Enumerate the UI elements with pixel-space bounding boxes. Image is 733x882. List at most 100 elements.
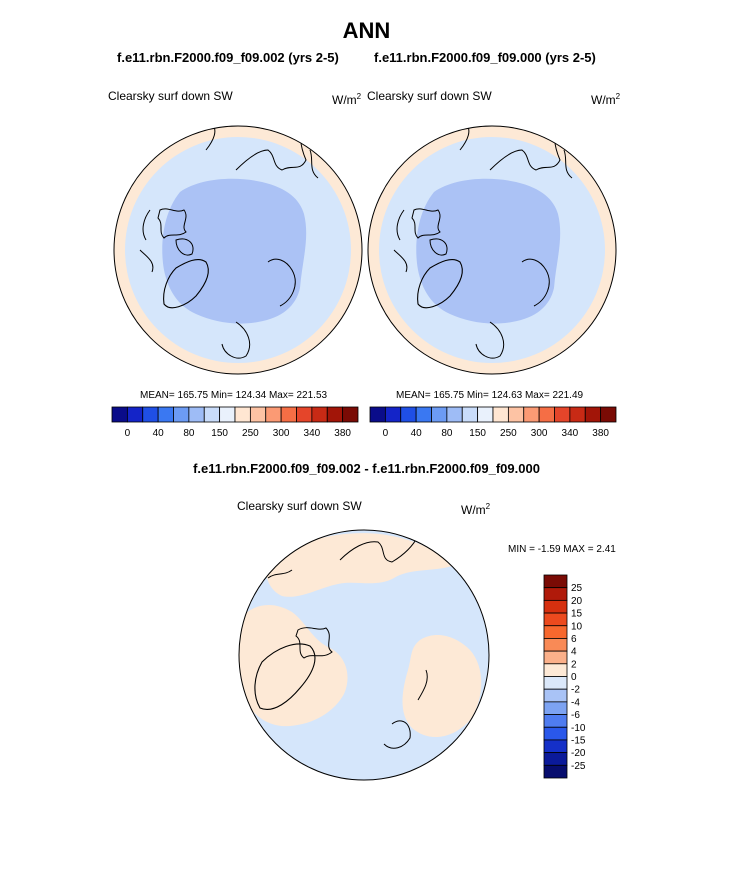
- map3-colorbar-tick-label: -2: [571, 685, 580, 696]
- map2-colorbar-swatch: [584, 406, 602, 423]
- map1-variable: Clearsky surf down SW: [108, 89, 233, 103]
- map3-colorbar-swatch: [543, 663, 568, 677]
- map2-stats: MEAN= 165.75 Min= 124.63 Max= 221.49: [396, 390, 584, 401]
- map1-colorbar-tick-label: 300: [273, 428, 290, 439]
- map2-colorbar-swatch: [431, 406, 448, 423]
- map2-arctic-region: [416, 178, 561, 324]
- map3-colorbar-swatch: [543, 726, 568, 741]
- map2-units-exp: 2: [615, 92, 621, 101]
- map3-coastline-scandinavia: [383, 669, 428, 749]
- map3-units-base: W/m: [461, 503, 486, 517]
- map1-units-base: W/m: [332, 93, 357, 107]
- map3: [238, 529, 490, 781]
- map1-colorbar-swatch: [111, 406, 128, 423]
- map3-units-exp: 2: [485, 502, 491, 511]
- map2-colorbar-swatch: [384, 406, 402, 423]
- map2-coastline-scandinavia: [475, 258, 550, 359]
- map1-coastline-alaska: [139, 209, 154, 273]
- map3-colorbar-tick-label: 0: [571, 672, 577, 683]
- map1-colorbar-swatch: [234, 406, 251, 423]
- map3-coastline-eurasia: [267, 535, 419, 579]
- map3-colorbar-swatch: [543, 752, 568, 766]
- map3-units: W/m2: [461, 502, 490, 517]
- map2-colorbar-swatch: [446, 406, 463, 423]
- map1-coastline-greenland: [163, 259, 209, 309]
- map1-colorbar-swatch: [203, 406, 221, 423]
- map2-units-base: W/m: [591, 93, 616, 107]
- map3-stats: MIN = -1.59 MAX = 2.41: [508, 544, 616, 555]
- map1-colorbar-swatch: [219, 406, 236, 423]
- map3-colorbar-swatch: [543, 714, 568, 728]
- map2-colorbar-swatch: [569, 406, 586, 423]
- map3-colorbar-swatch: [543, 587, 568, 601]
- map3-colorbar-tick-label: -4: [571, 697, 580, 708]
- map3-colorbar-tick-label: -10: [571, 723, 586, 734]
- map3-colorbar-tick-label: 20: [571, 596, 583, 607]
- map2-colorbar-swatch: [492, 406, 509, 423]
- map1-colorbar: 0 40 80 150 250 300 340 380: [111, 406, 359, 439]
- map3-colorbar-tick-label: 15: [571, 609, 583, 620]
- map1-colorbar-swatch: [326, 406, 344, 423]
- map3-coastline-greenland: [254, 643, 316, 710]
- map2-colorbar-swatch: [554, 406, 571, 423]
- map2-coastline-alaska: [393, 209, 408, 273]
- map3-colorbar-tick-label: 2: [571, 659, 577, 670]
- map2-coastline-canada: [411, 208, 448, 256]
- map3-coastline-canada: [295, 627, 333, 659]
- map2-coastline-greenland: [417, 259, 463, 309]
- map1-colorbar-swatch: [311, 406, 328, 423]
- map3-colorbar-tick-label: -25: [571, 761, 586, 772]
- map3-colorbar-swatch: [543, 599, 568, 614]
- map2-colorbar-swatch: [415, 406, 432, 423]
- map2-colorbar-swatch: [477, 406, 494, 423]
- map2-title: f.e11.rbn.F2000.f09_f09.000 (yrs 2-5): [374, 50, 596, 65]
- map1-colorbar-tick-label: 380: [334, 428, 351, 439]
- map1-colorbar-swatch: [142, 406, 159, 423]
- map1-colorbar-swatch: [126, 406, 144, 423]
- map3-colorbar-tick-label: -20: [571, 748, 586, 759]
- map1-colorbar-swatch: [249, 406, 267, 423]
- map3-colorbar-swatch: [543, 625, 568, 639]
- map3-colorbar-tick-label: 10: [571, 621, 583, 632]
- map3-colorbar-swatch: [543, 688, 568, 703]
- map2-coastline-eurasia: [459, 126, 573, 179]
- map1-colorbar-tick-label: 150: [211, 428, 228, 439]
- map2-colorbar-tick-label: 80: [441, 428, 453, 439]
- map1-colorbar-swatch: [265, 406, 282, 423]
- page-title: ANN: [342, 18, 391, 43]
- map2-colorbar-tick-label: 250: [500, 428, 517, 439]
- map3-colorbar-swatch: [543, 676, 568, 690]
- map2-colorbar-tick-label: 0: [383, 428, 389, 439]
- map3-positive-region-west: [239, 605, 348, 727]
- map2-colorbar-swatch: [507, 406, 525, 423]
- map1-colorbar-tick-label: 80: [183, 428, 195, 439]
- map2-colorbar-swatch: [538, 406, 555, 423]
- map2-colorbar-swatch: [523, 406, 540, 423]
- map3-colorbar-swatch: [543, 701, 568, 715]
- map1-colorbar-tick-label: 340: [304, 428, 321, 439]
- map1-colorbar-tick-label: 40: [153, 428, 165, 439]
- map2: [367, 125, 617, 375]
- map1-coastline-eurasia: [205, 126, 319, 179]
- map1-colorbar-tick-label: 250: [242, 428, 259, 439]
- map1-units: W/m2: [332, 92, 361, 107]
- map3-colorbar-swatch: [543, 739, 568, 754]
- map1-colorbar-swatch: [188, 406, 205, 423]
- map3-colorbar-tick-label: -15: [571, 735, 586, 746]
- map1-colorbar-swatch: [173, 406, 190, 423]
- map2-units: W/m2: [591, 92, 620, 107]
- map2-colorbar-tick-label: 40: [411, 428, 423, 439]
- map1-arctic-region: [162, 178, 307, 324]
- map1-title: f.e11.rbn.F2000.f09_f09.002 (yrs 2-5): [117, 50, 339, 65]
- map3-colorbar-tick-label: 6: [571, 634, 577, 645]
- map2-colorbar-tick-label: 300: [531, 428, 548, 439]
- map3-positive-region-east: [402, 635, 482, 738]
- map3-colorbar-tick-label: 25: [571, 583, 583, 594]
- map2-colorbar-swatch: [369, 406, 386, 423]
- map3-colorbar-swatch: [543, 612, 568, 627]
- map1-coastline-canada: [157, 208, 194, 256]
- map2-variable: Clearsky surf down SW: [367, 89, 492, 103]
- map3-border: [238, 529, 490, 781]
- diff-title: f.e11.rbn.F2000.f09_f09.002 - f.e11.rbn.…: [193, 461, 540, 476]
